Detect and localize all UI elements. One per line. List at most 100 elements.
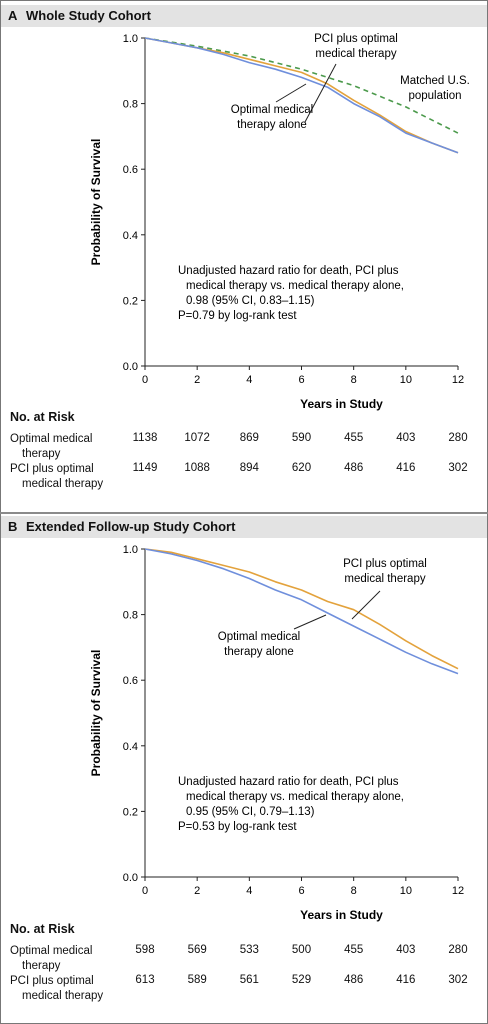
- series-line-pci: [144, 548, 459, 670]
- risk-row-label-line: Optimal medical: [10, 945, 93, 957]
- series-label-us: Matched U.S.: [400, 75, 470, 87]
- risk-count: 569: [187, 944, 207, 956]
- risk-table-header: No. at Risk: [10, 410, 75, 424]
- risk-row-label: Optimal medical therapy: [10, 432, 140, 462]
- risk-count: 613: [135, 974, 155, 986]
- x-tick-label: 12: [452, 885, 464, 897]
- y-tick-label: 1.0: [123, 544, 138, 556]
- panel-a-header: A Whole Study Cohort: [1, 5, 487, 27]
- x-axis-label: Years in Study: [300, 397, 383, 411]
- x-axis-label: Years in Study: [300, 908, 383, 922]
- y-tick-label: 0.2: [123, 295, 138, 307]
- hazard-ratio-annotation: medical therapy vs. medical therapy alon…: [186, 280, 404, 292]
- series-label-omt: Optimal medical: [231, 104, 313, 116]
- risk-count: 302: [448, 462, 468, 474]
- x-tick-label: 4: [246, 885, 252, 897]
- y-tick-label: 0.2: [123, 806, 138, 818]
- risk-count: 529: [291, 974, 312, 986]
- risk-count: 1072: [184, 432, 210, 444]
- y-tick-label: 0.8: [123, 610, 138, 622]
- risk-count: 533: [239, 944, 259, 956]
- risk-count: 561: [239, 974, 259, 986]
- risk-count: 486: [344, 462, 364, 474]
- x-tick-label: 0: [142, 374, 148, 386]
- leader-line-omt: [275, 83, 307, 103]
- x-tick-label: 10: [400, 885, 412, 897]
- series-label-pci: PCI plus optimal: [343, 558, 427, 570]
- y-tick-label: 0.8: [123, 99, 138, 111]
- risk-row-label-line: therapy: [22, 448, 61, 460]
- x-tick-label: 2: [194, 885, 200, 897]
- panel-b-header: B Extended Follow-up Study Cohort: [1, 516, 487, 538]
- hazard-ratio-annotation: P=0.79 by log-rank test: [178, 310, 297, 322]
- risk-count: 589: [187, 974, 207, 986]
- hazard-ratio-annotation: Unadjusted hazard ratio for death, PCI p…: [178, 776, 399, 788]
- risk-row-label-line: Optimal medical: [10, 433, 93, 445]
- hazard-ratio-annotation: P=0.53 by log-rank test: [178, 821, 297, 833]
- series-line-omt: [144, 548, 459, 675]
- y-tick-label: 0.6: [123, 164, 138, 176]
- risk-count: 598: [135, 944, 155, 956]
- x-tick-label: 0: [142, 885, 148, 897]
- y-tick-label: 0.4: [123, 741, 138, 753]
- risk-count: 869: [239, 432, 259, 444]
- panel-a-letter: A: [8, 8, 18, 23]
- risk-count: 455: [344, 944, 364, 956]
- risk-count: 280: [448, 944, 468, 956]
- y-tick-label: 0.4: [123, 230, 138, 242]
- series-label-pci: PCI plus optimal: [314, 33, 398, 45]
- panel-a-title: Whole Study Cohort: [26, 8, 151, 23]
- risk-row-label: Optimal medical therapy: [10, 944, 140, 974]
- risk-count: 302: [448, 974, 468, 986]
- panel-b-title: Extended Follow-up Study Cohort: [26, 519, 236, 534]
- risk-count: 280: [448, 432, 468, 444]
- panel-b-risk-table: No. at Risk Optimal medical therapy 598 569 5…: [0, 922, 488, 1012]
- x-tick-label: 10: [400, 374, 412, 386]
- risk-count: 486: [344, 974, 364, 986]
- series-label-pci: medical therapy: [315, 48, 396, 60]
- hazard-ratio-annotation: 0.95 (95% CI, 0.79–1.13): [186, 806, 315, 818]
- risk-count: 590: [291, 432, 312, 444]
- risk-row-label-line: medical therapy: [22, 990, 104, 1002]
- series-line-omt: [144, 37, 459, 154]
- x-tick-label: 8: [351, 374, 357, 386]
- leader-line-pci: [351, 590, 381, 620]
- risk-count: 416: [396, 462, 416, 474]
- y-tick-label: 0.0: [123, 361, 138, 373]
- risk-count: 1149: [132, 462, 158, 474]
- series-label-omt: therapy alone: [224, 646, 294, 658]
- risk-row-label-line: PCI plus optimal: [10, 975, 94, 987]
- y-axis-label: Probability of Survival: [89, 650, 103, 777]
- risk-count: 500: [291, 944, 312, 956]
- series-label-us: population: [408, 90, 461, 102]
- panel-a-risk-table: No. at Risk Optimal medical therapy 1138 107…: [0, 410, 488, 500]
- panel-a-chart: 0.0 0.2 0.4 0.6 0.8 1.0 0 2 4 6 8 10 12 Years in Stud…: [89, 33, 470, 411]
- risk-count: 403: [396, 432, 416, 444]
- risk-count: 620: [291, 462, 312, 474]
- risk-count: 894: [239, 462, 259, 474]
- risk-count: 1088: [184, 462, 210, 474]
- leader-line-pci: [304, 63, 337, 123]
- x-tick-label: 6: [298, 885, 304, 897]
- risk-row-label-line: PCI plus optimal: [10, 463, 94, 475]
- hazard-ratio-annotation: 0.98 (95% CI, 0.83–1.15): [186, 295, 315, 307]
- panel-divider: [0, 512, 488, 514]
- x-tick-label: 6: [298, 374, 304, 386]
- y-tick-label: 0.6: [123, 675, 138, 687]
- risk-count: 455: [344, 432, 364, 444]
- leader-line-omt: [293, 614, 327, 630]
- y-axis-label: Probability of Survival: [89, 139, 103, 266]
- series-label-omt: Optimal medical: [218, 631, 300, 643]
- risk-row-label-line: therapy: [22, 960, 61, 972]
- risk-count: 403: [396, 944, 416, 956]
- risk-row-label: PCI plus optimal medical therapy: [10, 462, 140, 492]
- risk-row-label: PCI plus optimal medical therapy: [10, 974, 140, 1004]
- x-tick-label: 8: [351, 885, 357, 897]
- x-tick-label: 2: [194, 374, 200, 386]
- hazard-ratio-annotation: Unadjusted hazard ratio for death, PCI p…: [178, 265, 399, 277]
- risk-table-header: No. at Risk: [10, 922, 75, 936]
- panel-b-chart: 0.0 0.2 0.4 0.6 0.8 1.0 0 2 4 6 8 10 12 Years in Stud…: [89, 544, 464, 922]
- y-tick-label: 0.0: [123, 872, 138, 884]
- series-line-us: [144, 37, 459, 134]
- x-tick-label: 4: [246, 374, 252, 386]
